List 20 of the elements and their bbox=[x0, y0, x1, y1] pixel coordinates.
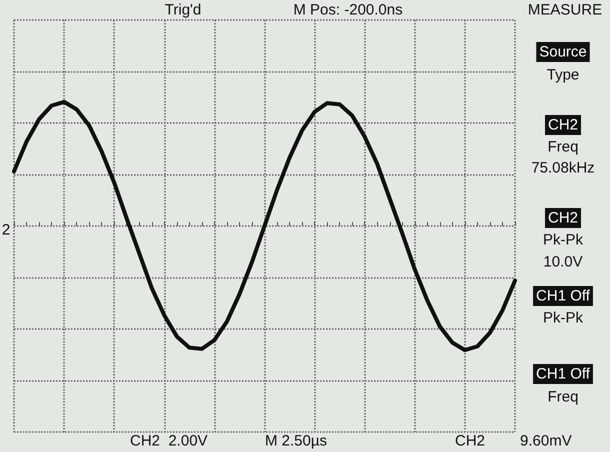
text: CH1 Off bbox=[536, 366, 591, 382]
text: Pk-Pk bbox=[542, 232, 584, 248]
text: CH2 2.00V bbox=[130, 432, 208, 450]
text: Trig'd bbox=[164, 2, 202, 18]
text: MEASURE bbox=[528, 2, 602, 18]
text: 9.60mV bbox=[520, 432, 572, 450]
text: Freq bbox=[548, 138, 578, 156]
text: Type bbox=[546, 66, 580, 84]
text: Freq bbox=[548, 388, 578, 406]
text: M Pos: -200.0ns bbox=[293, 2, 403, 18]
text: CH2 bbox=[548, 116, 578, 134]
text: 75.08kHz bbox=[531, 160, 595, 176]
text: Source bbox=[539, 44, 587, 60]
text: CH1 Off bbox=[536, 288, 591, 304]
text: CH2 bbox=[548, 210, 578, 226]
text: Pk-Pk bbox=[542, 310, 584, 326]
text: CH2 bbox=[455, 432, 486, 450]
text: M 2.50µs bbox=[265, 432, 327, 450]
text: 2 bbox=[2, 222, 10, 238]
text: 10.0V bbox=[543, 254, 583, 270]
